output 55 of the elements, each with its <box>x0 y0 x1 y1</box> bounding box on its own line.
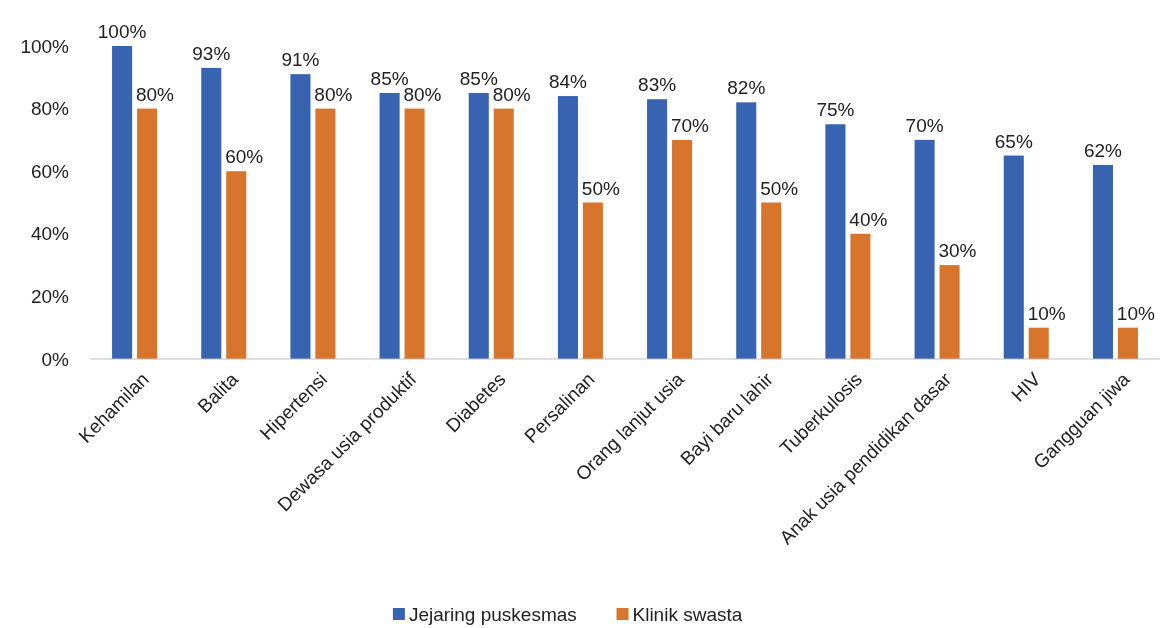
y-tick-label: 40% <box>30 223 70 245</box>
data-label: 10% <box>1116 302 1155 324</box>
y-tick-label: 0% <box>41 348 70 370</box>
data-label: 40% <box>849 208 888 230</box>
bar <box>404 108 425 359</box>
data-label: 70% <box>670 114 710 136</box>
data-label: 75% <box>816 99 855 121</box>
bar <box>290 74 311 359</box>
y-tick-label: 80% <box>30 98 70 120</box>
data-label: 30% <box>938 240 977 262</box>
bar <box>939 265 960 359</box>
bar <box>672 139 693 359</box>
bar <box>825 124 846 359</box>
data-label: 80% <box>314 83 353 105</box>
data-label: 80% <box>135 83 175 105</box>
bar <box>493 108 514 359</box>
x-tick-label: HIV <box>1007 368 1045 406</box>
bar <box>315 108 336 359</box>
bar <box>1028 327 1049 359</box>
bar <box>379 92 400 359</box>
bar <box>761 202 782 359</box>
bar <box>468 92 489 359</box>
bar <box>914 139 935 359</box>
legend-label: Klinik swasta <box>632 603 743 625</box>
y-tick-label: 20% <box>30 286 70 308</box>
data-label: 50% <box>581 177 620 199</box>
data-label: 83% <box>638 74 677 96</box>
data-label: 50% <box>760 177 799 199</box>
bar <box>1092 164 1113 359</box>
bar <box>850 233 871 359</box>
bar <box>582 202 603 359</box>
bar <box>201 67 222 359</box>
bar <box>647 99 668 359</box>
bar <box>736 102 757 359</box>
data-label: 91% <box>281 49 320 71</box>
legend-label: Jejaring puskesmas <box>408 603 577 625</box>
data-label: 85% <box>370 67 409 89</box>
data-label: 65% <box>994 130 1033 152</box>
bar <box>112 46 133 359</box>
data-label: 93% <box>192 42 231 64</box>
y-tick-label: 100% <box>20 35 70 57</box>
data-label: 85% <box>459 67 498 89</box>
data-label: 62% <box>1083 139 1123 161</box>
data-label: 60% <box>225 146 264 168</box>
bar <box>1117 327 1138 359</box>
data-label: 82% <box>727 77 766 99</box>
bar <box>226 171 247 359</box>
bar <box>137 108 158 359</box>
y-tick-label: 60% <box>30 160 70 182</box>
data-label: 10% <box>1027 302 1066 324</box>
bar <box>1003 155 1024 359</box>
data-label: 84% <box>548 71 588 93</box>
data-label: 100% <box>97 21 147 42</box>
data-label: 70% <box>905 114 944 136</box>
bar <box>557 96 578 359</box>
